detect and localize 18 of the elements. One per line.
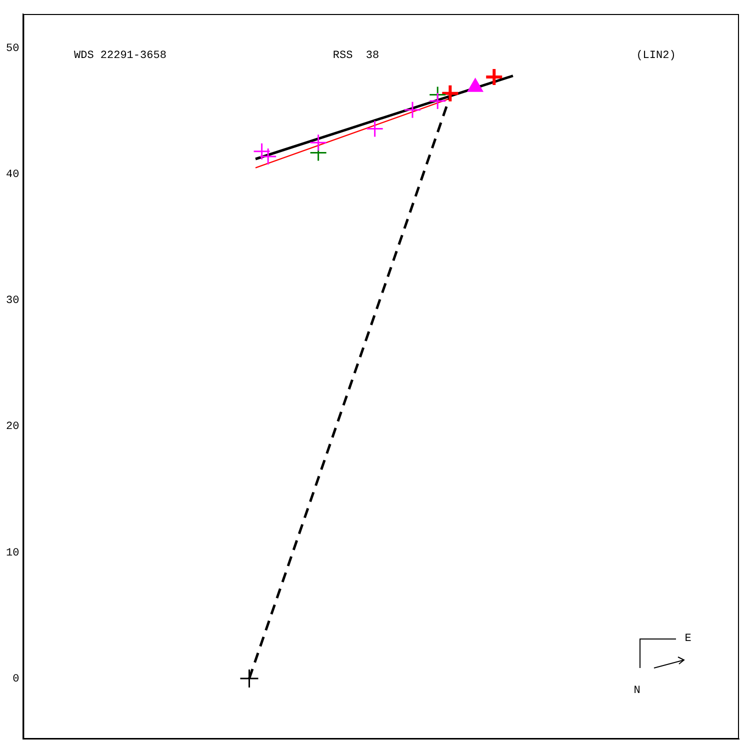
annotation: E <box>684 632 692 645</box>
point <box>484 68 504 87</box>
y-tick-label: 40 <box>6 169 20 182</box>
y-tick-label: 0 <box>12 673 20 686</box>
point <box>404 101 422 119</box>
point <box>366 120 384 138</box>
annotation: N <box>634 684 640 697</box>
point <box>428 92 446 110</box>
y-tick-label: 50 <box>6 42 20 55</box>
y-tick-label: 10 <box>6 547 20 560</box>
annotation: (LIN2) <box>636 50 676 62</box>
point <box>239 668 259 688</box>
point <box>440 84 460 103</box>
annotation: WDS 22291-3658 <box>74 50 166 62</box>
point <box>310 134 328 152</box>
y-tick-label: 30 <box>6 295 20 308</box>
y-tick-label: 20 <box>6 421 20 434</box>
annotation: RSS 38 <box>332 50 380 62</box>
